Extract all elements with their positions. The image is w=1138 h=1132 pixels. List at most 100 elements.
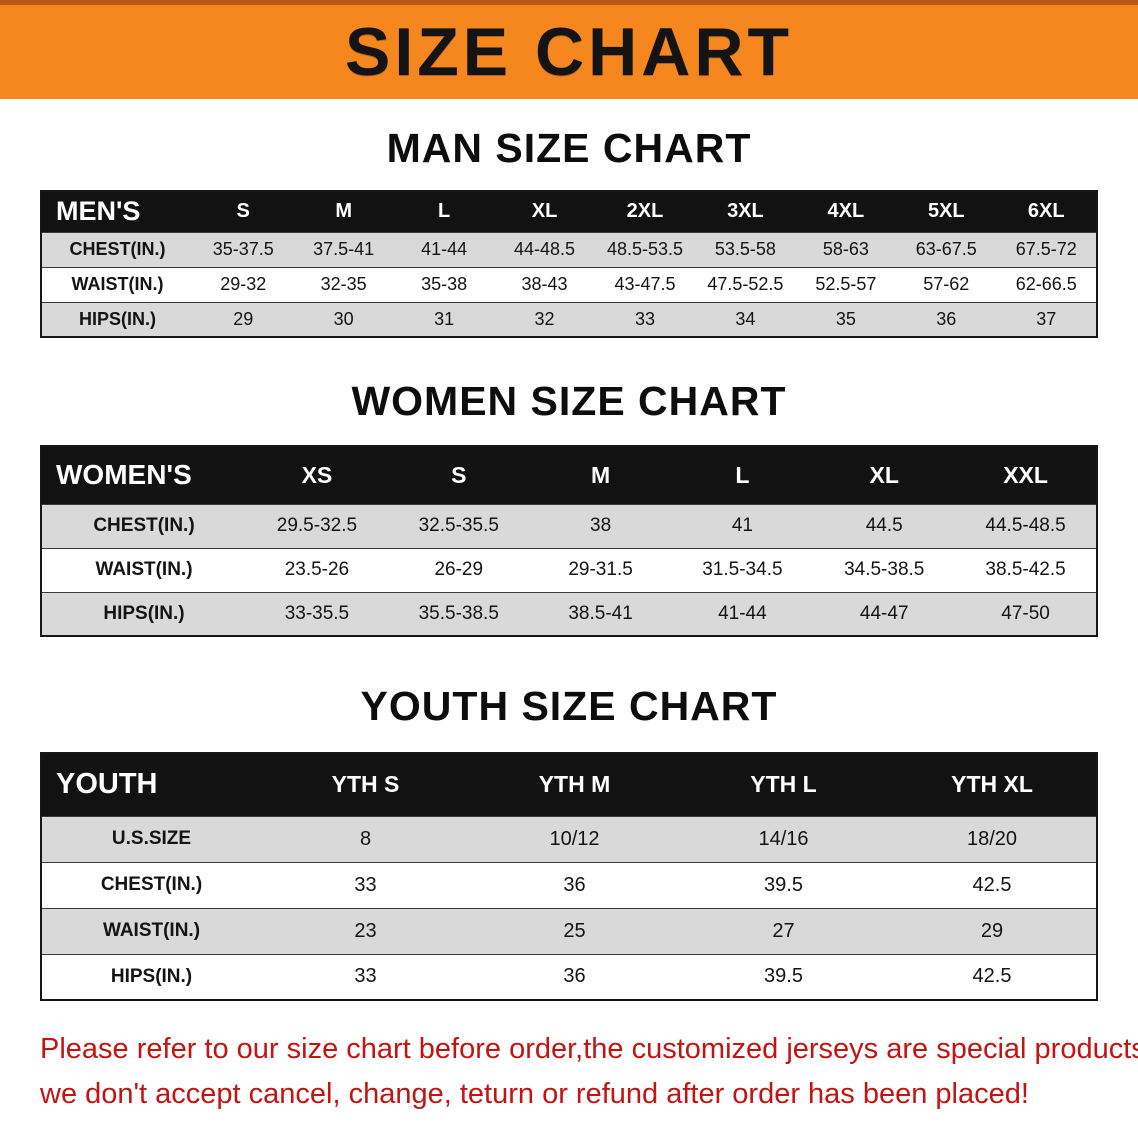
size-value-cell: 33 bbox=[594, 301, 696, 337]
size-value-cell: 29-31.5 bbox=[529, 547, 672, 592]
size-value-cell: 35 bbox=[795, 301, 897, 337]
order-policy-note-line2: we don't accept cancel, change, teturn o… bbox=[40, 1077, 1029, 1110]
size-value-cell: 36 bbox=[470, 953, 679, 1000]
table-title-cell: MEN'S bbox=[41, 191, 193, 232]
man-size-section: MAN SIZE CHART MEN'S S M L XL 2XL 3XL 4XL 5XL 6XL… bbox=[0, 99, 1138, 338]
size-column-header: 2XL bbox=[594, 191, 696, 232]
table-title-cell: YOUTH bbox=[41, 753, 261, 816]
size-value-cell: 23.5-26 bbox=[246, 547, 388, 592]
size-column-header: 4XL bbox=[795, 191, 897, 232]
row-label: HIPS(IN.) bbox=[41, 591, 246, 636]
size-value-cell: 47.5-52.5 bbox=[695, 266, 796, 302]
man-size-table: MEN'S S M L XL 2XL 3XL 4XL 5XL 6XL CHEST(IN.) 35-37… bbox=[40, 190, 1098, 338]
size-value-cell: 34 bbox=[695, 301, 796, 337]
man-size-heading: MAN SIZE CHART bbox=[386, 125, 752, 171]
size-value-cell: 41-44 bbox=[393, 231, 495, 267]
size-value-cell: 33 bbox=[261, 861, 470, 908]
size-column-header: YTH S bbox=[261, 753, 470, 816]
row-label: CHEST(IN.) bbox=[41, 231, 193, 267]
size-value-cell: 35-38 bbox=[393, 266, 495, 302]
size-column-header: XS bbox=[246, 446, 388, 504]
size-column-header: L bbox=[393, 191, 495, 232]
youth-size-table-wrap: YOUTH YTH S YTH M YTH L YTH XL U.S.SIZE 8 10/12… bbox=[40, 752, 1098, 1001]
youth-size-section: YOUTH SIZE CHART YOUTH YTH S YTH M YTH L YTH… bbox=[0, 637, 1138, 1001]
size-value-cell: 39.5 bbox=[679, 953, 888, 1000]
table-row: CHEST(IN.) 29.5-32.5 32.5-35.5 38 41 44.5 44.5… bbox=[41, 503, 1097, 548]
size-value-cell: 63-67.5 bbox=[896, 231, 997, 267]
size-value-cell: 23 bbox=[261, 907, 470, 954]
size-column-header: XL bbox=[813, 446, 956, 504]
size-value-cell: 43-47.5 bbox=[594, 266, 696, 302]
size-column-header: 5XL bbox=[896, 191, 997, 232]
size-value-cell: 41-44 bbox=[671, 591, 814, 636]
size-value-cell: 27 bbox=[679, 907, 888, 954]
size-value-cell: 38.5-41 bbox=[529, 591, 672, 636]
size-column-header: 3XL bbox=[695, 191, 796, 232]
size-value-cell: 48.5-53.5 bbox=[594, 231, 696, 267]
size-value-cell: 32.5-35.5 bbox=[387, 503, 530, 548]
table-row: CHEST(IN.) 33 36 39.5 42.5 bbox=[41, 861, 1097, 908]
size-value-cell: 39.5 bbox=[679, 861, 888, 908]
size-column-header: M bbox=[293, 191, 394, 232]
size-value-cell: 35.5-38.5 bbox=[387, 591, 530, 636]
size-value-cell: 25 bbox=[470, 907, 679, 954]
size-value-cell: 36 bbox=[470, 861, 679, 908]
row-label: HIPS(IN.) bbox=[41, 953, 261, 1000]
size-value-cell: 29.5-32.5 bbox=[246, 503, 388, 548]
table-header-row: MEN'S S M L XL 2XL 3XL 4XL 5XL 6XL bbox=[41, 191, 1097, 232]
size-value-cell: 33-35.5 bbox=[246, 591, 388, 636]
size-value-cell: 44.5-48.5 bbox=[955, 503, 1097, 548]
row-label: U.S.SIZE bbox=[41, 815, 261, 862]
women-size-table-wrap: WOMEN'S XS S M L XL XXL CHEST(IN.) 29.5-32.5 32.5… bbox=[40, 445, 1098, 637]
size-value-cell: 37.5-41 bbox=[293, 231, 394, 267]
size-value-cell: 10/12 bbox=[470, 815, 679, 862]
size-value-cell: 18/20 bbox=[888, 815, 1097, 862]
table-title-cell: WOMEN'S bbox=[41, 446, 246, 504]
size-value-cell: 31.5-34.5 bbox=[671, 547, 814, 592]
size-value-cell: 36 bbox=[896, 301, 997, 337]
size-value-cell: 58-63 bbox=[795, 231, 897, 267]
women-size-table: WOMEN'S XS S M L XL XXL CHEST(IN.) 29.5-32.5 32.5… bbox=[40, 445, 1098, 637]
size-column-header: YTH XL bbox=[888, 753, 1097, 816]
table-row: WAIST(IN.) 23.5-26 26-29 29-31.5 31.5-34.5 34… bbox=[41, 547, 1097, 592]
table-header-row: WOMEN'S XS S M L XL XXL bbox=[41, 446, 1097, 504]
table-row: WAIST(IN.) 23 25 27 29 bbox=[41, 907, 1097, 954]
size-value-cell: 41 bbox=[671, 503, 814, 548]
size-chart-banner: SIZE CHART bbox=[0, 0, 1138, 99]
size-value-cell: 32 bbox=[494, 301, 595, 337]
size-value-cell: 35-37.5 bbox=[193, 231, 294, 267]
size-value-cell: 29 bbox=[888, 907, 1097, 954]
table-row: HIPS(IN.) 33-35.5 35.5-38.5 38.5-41 41-44 44-… bbox=[41, 591, 1097, 636]
row-label: CHEST(IN.) bbox=[41, 503, 246, 548]
size-value-cell: 38-43 bbox=[494, 266, 595, 302]
size-value-cell: 30 bbox=[293, 301, 394, 337]
size-column-header: YTH M bbox=[470, 753, 679, 816]
size-value-cell: 29 bbox=[193, 301, 294, 337]
size-column-header: 6XL bbox=[996, 191, 1097, 232]
size-column-header: S bbox=[193, 191, 294, 232]
size-value-cell: 53.5-58 bbox=[695, 231, 796, 267]
size-column-header: XXL bbox=[955, 446, 1097, 504]
women-size-heading: WOMEN SIZE CHART bbox=[351, 378, 787, 424]
size-value-cell: 37 bbox=[996, 301, 1097, 337]
size-value-cell: 44-47 bbox=[813, 591, 956, 636]
table-row: CHEST(IN.) 35-37.5 37.5-41 41-44 44-48.5 48.5… bbox=[41, 231, 1097, 267]
size-value-cell: 14/16 bbox=[679, 815, 888, 862]
row-label: WAIST(IN.) bbox=[41, 907, 261, 954]
size-value-cell: 38.5-42.5 bbox=[955, 547, 1097, 592]
size-value-cell: 34.5-38.5 bbox=[813, 547, 956, 592]
table-row: WAIST(IN.) 29-32 32-35 35-38 38-43 43-47.5 47.… bbox=[41, 266, 1097, 302]
size-value-cell: 29-32 bbox=[193, 266, 294, 302]
size-value-cell: 52.5-57 bbox=[795, 266, 897, 302]
order-policy-note-line1: Please refer to our size chart before or… bbox=[40, 1033, 1138, 1065]
youth-size-table: YOUTH YTH S YTH M YTH L YTH XL U.S.SIZE 8 10/12… bbox=[40, 752, 1098, 1001]
table-row: U.S.SIZE 8 10/12 14/16 18/20 bbox=[41, 815, 1097, 862]
order-policy-note: Please refer to our size chart before or… bbox=[40, 1027, 1138, 1117]
table-row: HIPS(IN.) 33 36 39.5 42.5 bbox=[41, 953, 1097, 1000]
table-header-row: YOUTH YTH S YTH M YTH L YTH XL bbox=[41, 753, 1097, 816]
size-value-cell: 44.5 bbox=[813, 503, 956, 548]
size-value-cell: 8 bbox=[261, 815, 470, 862]
size-value-cell: 62-66.5 bbox=[996, 266, 1097, 302]
size-value-cell: 26-29 bbox=[387, 547, 530, 592]
